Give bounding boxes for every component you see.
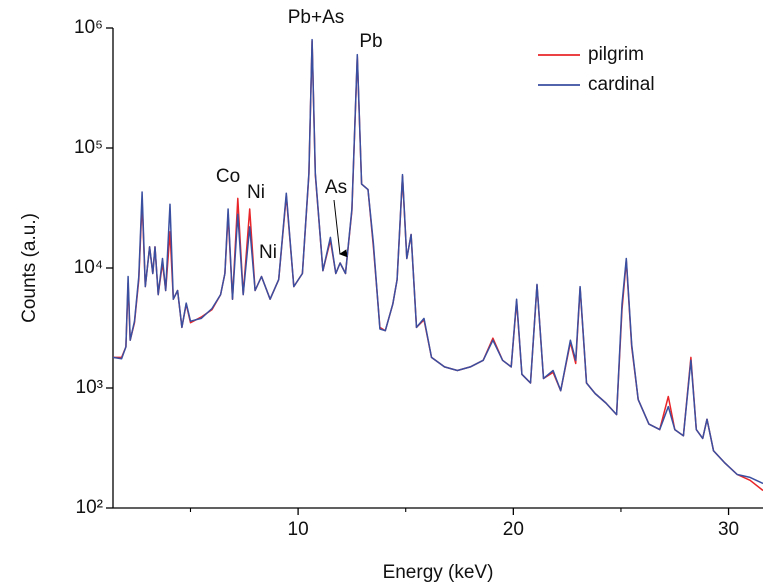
- x-tick-label: 30: [718, 519, 739, 540]
- annotation: As: [325, 177, 347, 198]
- annotation: Co: [216, 166, 240, 187]
- annotation: Pb: [359, 31, 382, 52]
- plot-area: [112, 38, 763, 492]
- y-axis-label: Counts (a.u.): [19, 213, 40, 323]
- x-axis-label: Energy (keV): [383, 562, 494, 583]
- series-line: [113, 40, 763, 492]
- legend: pilgrim cardinal: [538, 44, 655, 95]
- annotation: Ni: [259, 242, 277, 263]
- annotation: Pb+As: [288, 7, 345, 28]
- legend-label: cardinal: [588, 74, 655, 95]
- y-tick-label: 10⁶: [74, 17, 103, 38]
- y-tick-label: 10⁵: [74, 137, 103, 158]
- x-tick-label: 10: [288, 519, 309, 540]
- y-tick-label: 10⁴: [74, 257, 103, 278]
- x-tick-label: 20: [503, 519, 524, 540]
- series-line: [112, 38, 763, 485]
- y-tick-label: 10²: [76, 497, 103, 518]
- annotation-arrow: [333, 199, 348, 258]
- y-tick-label: 10³: [76, 377, 103, 398]
- annotation: Ni: [247, 182, 265, 203]
- legend-label: pilgrim: [588, 44, 644, 65]
